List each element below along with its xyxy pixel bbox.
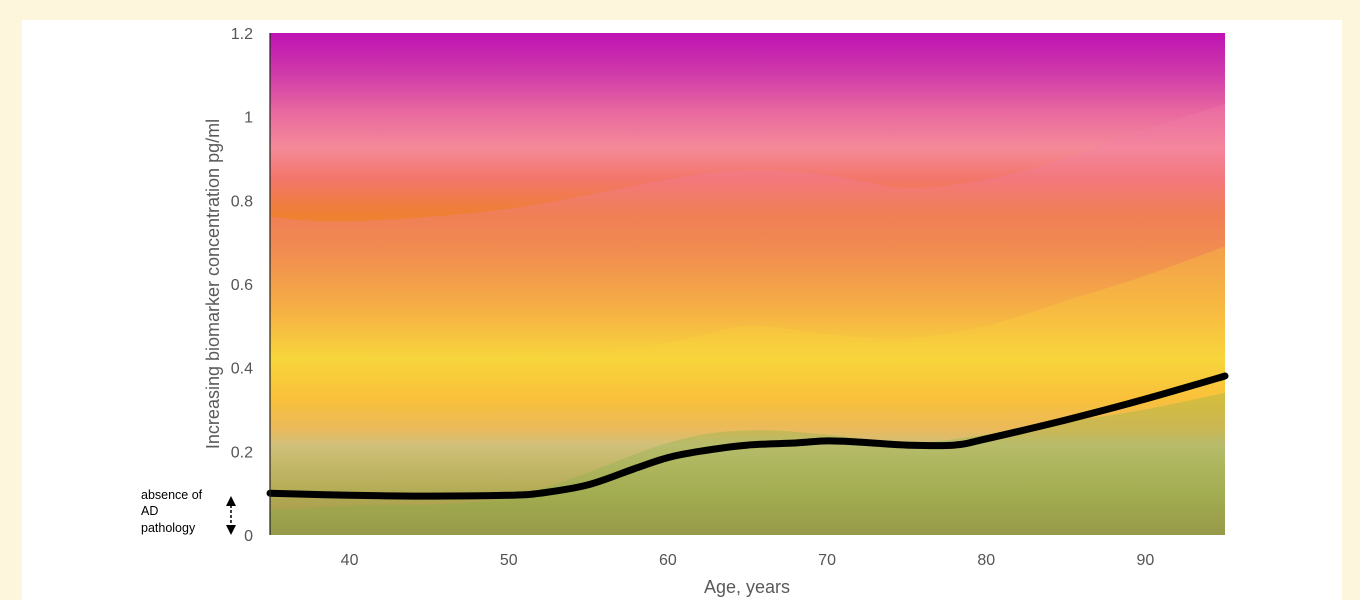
x-tick-label: 40 — [341, 552, 359, 569]
double-arrow-icon — [226, 496, 236, 535]
annotation-line-1: absence of — [141, 488, 203, 502]
x-tick-label: 90 — [1137, 552, 1155, 569]
chart: 0 0.2 0.4 0.6 0.8 1 1.2 40 50 60 70 80 90 Increasin… — [141, 26, 1229, 597]
y-tick-label: 0 — [244, 528, 253, 545]
shaded-bands — [270, 104, 1225, 535]
x-tick-label: 60 — [659, 552, 677, 569]
y-tick-label: 0.6 — [231, 277, 253, 294]
annotation-line-3: pathology — [141, 521, 196, 535]
absence-annotation: absence of AD pathology — [141, 488, 236, 535]
y-tick-label: 0.2 — [231, 444, 253, 461]
y-tick-label: 1.2 — [231, 26, 253, 43]
band-2 — [270, 246, 1225, 535]
x-tick-labels: 40 50 60 70 80 90 — [341, 552, 1155, 569]
y-tick-label: 0.8 — [231, 193, 253, 210]
x-tick-label: 50 — [500, 552, 518, 569]
y-tick-label: 1 — [244, 110, 253, 127]
plot-background — [270, 33, 1225, 535]
chart-panel: 0 0.2 0.4 0.6 0.8 1 1.2 40 50 60 70 80 90 Increasin… — [22, 20, 1342, 600]
x-tick-label: 70 — [818, 552, 836, 569]
band-1 — [270, 104, 1225, 535]
x-axis-title: Age, years — [704, 577, 790, 597]
band-3 — [270, 392, 1225, 535]
series-layer — [266, 372, 1229, 500]
y-tick-label: 0.4 — [231, 361, 253, 378]
series-line-1 — [266, 372, 1229, 500]
y-axis-title: Increasing biomarker concentration pg/ml — [203, 119, 223, 449]
annotation-line-2: AD — [141, 504, 158, 518]
y-tick-labels: 0 0.2 0.4 0.6 0.8 1 1.2 — [231, 26, 253, 545]
x-tick-label: 80 — [977, 552, 995, 569]
